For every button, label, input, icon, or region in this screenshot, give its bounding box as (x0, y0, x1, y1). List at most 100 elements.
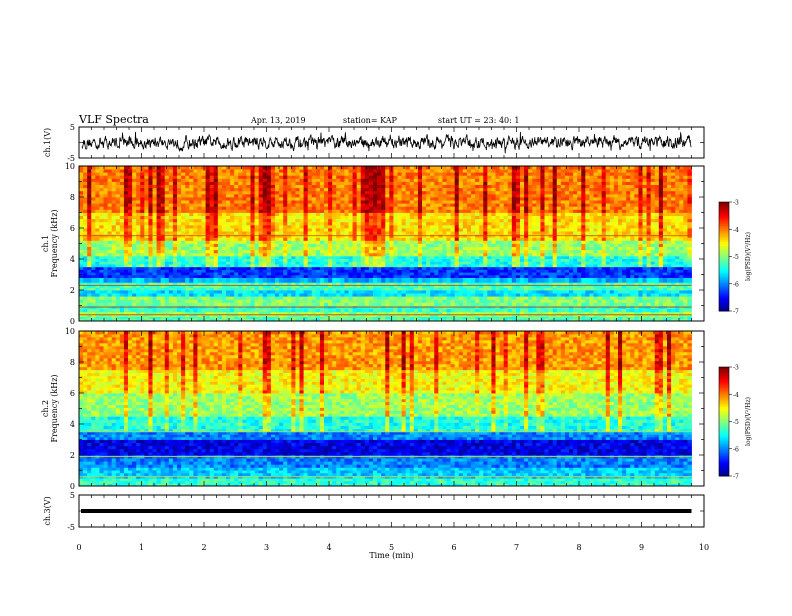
spectrogram-cell (532, 240, 536, 244)
spectrogram-cell (344, 237, 348, 241)
spectrogram-cell (442, 250, 446, 254)
spectrogram-cell (602, 228, 606, 232)
spectrogram-cell (463, 309, 467, 313)
spectrogram-cell (316, 290, 320, 294)
spectrogram-cell (655, 275, 659, 278)
spectrogram-cell (206, 316, 210, 319)
spectrogram-cell (679, 261, 683, 264)
spectrogram-cell (573, 282, 577, 285)
spectrogram-cell (602, 309, 606, 313)
spectrogram-cell (414, 269, 418, 272)
spectrogram-cell (148, 244, 152, 248)
spectrogram-cell (99, 259, 103, 262)
spectrogram-cell (402, 275, 406, 278)
spectrogram-cell (165, 275, 169, 278)
spectrogram-cell (116, 272, 120, 275)
spectrogram-cell (426, 259, 430, 262)
spectrogram-cell (140, 278, 144, 283)
spectrogram-cell (291, 275, 295, 278)
spectrogram-cell (328, 272, 332, 275)
spectrogram-cell (438, 237, 442, 241)
spectrogram-cell (581, 272, 585, 275)
spectrogram-cell (173, 290, 177, 294)
spectrogram-cell (259, 244, 263, 248)
spectrogram-cell (128, 269, 132, 272)
spectrogram-cell (496, 247, 500, 251)
spectrogram-cell (418, 250, 422, 254)
spectrogram-cell (630, 256, 634, 259)
spectrogram-cell (683, 293, 687, 297)
spectrogram-cell (626, 287, 630, 290)
spectrogram-cell (283, 253, 287, 256)
spectrogram-cell (238, 259, 242, 262)
spectrogram-cell (385, 272, 389, 275)
spectrogram-cell (483, 267, 487, 270)
spectrogram-cell (336, 261, 340, 264)
spectrogram-cell (569, 259, 573, 262)
spectrogram-cell (132, 302, 136, 306)
spectrogram-cell (389, 253, 393, 256)
spectrogram-cell (255, 302, 259, 306)
spectrogram-cell (471, 267, 475, 270)
spectrogram-cell (414, 278, 418, 283)
spectrogram-cell (177, 247, 181, 251)
spectrogram-cell (459, 256, 463, 259)
spectrogram-cell (687, 231, 691, 235)
spectrogram-cell (659, 293, 663, 297)
spectrogram-cell (606, 244, 610, 248)
spectrogram-cell (491, 228, 495, 232)
spectrogram-cell (263, 278, 267, 283)
spectrogram-cell (393, 253, 397, 256)
spectrogram-cell (393, 225, 397, 229)
spectrogram-cell (283, 256, 287, 259)
spectrogram-cell (659, 316, 663, 319)
spectrogram-cell (181, 225, 185, 229)
spectrogram-cell (622, 240, 626, 244)
spectrogram-cell (246, 244, 250, 248)
spectrogram-cell (418, 253, 422, 256)
spectrogram-cell (659, 253, 663, 256)
spectrogram-cell (79, 247, 83, 251)
spectrogram-cell (663, 290, 667, 294)
spectrogram-cell (148, 261, 152, 264)
spectrogram-cell (214, 269, 218, 272)
spectrogram-cell (618, 293, 622, 297)
spectrogram-cell (487, 267, 491, 270)
spectrogram-cell (577, 309, 581, 313)
spectrogram-cell (324, 264, 328, 267)
spectrogram-cell (589, 275, 593, 278)
spectrogram-cell (340, 256, 344, 259)
spectrogram-cell (504, 264, 508, 267)
spectrogram-cell (545, 302, 549, 306)
spectrogram-cell (557, 261, 561, 264)
spectrogram-cell (504, 287, 508, 290)
spectrogram-cell (451, 228, 455, 232)
spectrogram-cell (496, 253, 500, 256)
spectrogram-cell (316, 247, 320, 251)
spectrogram-cell (291, 228, 295, 232)
spectrogram-cell (602, 231, 606, 235)
spectrogram-cell (647, 244, 651, 248)
spectrogram-cell (324, 250, 328, 254)
spectrogram-cell (108, 225, 112, 229)
spectrogram-cell (300, 293, 304, 297)
spectrogram-cell (267, 225, 271, 229)
spectrogram-cell (663, 256, 667, 259)
spectrogram-cell (512, 287, 516, 290)
spectrogram-cell (361, 287, 365, 290)
spectrogram-cell (144, 244, 148, 248)
spectrogram-cell (626, 267, 630, 270)
spectrogram-cell (169, 228, 173, 232)
spectrogram-cell (585, 261, 589, 264)
spectrogram-cell (602, 253, 606, 256)
spectrogram-cell (398, 287, 402, 290)
spectrogram-cell (128, 267, 132, 270)
spectrogram-cell (95, 259, 99, 262)
spectrogram-cell (487, 272, 491, 275)
spectrogram-cell (291, 244, 295, 248)
spectrogram-cell (112, 261, 116, 264)
spectrogram-cell (557, 228, 561, 232)
spectrogram-cell (120, 231, 124, 235)
spectrogram-cell (594, 237, 598, 241)
spectrogram-cell (136, 240, 140, 244)
